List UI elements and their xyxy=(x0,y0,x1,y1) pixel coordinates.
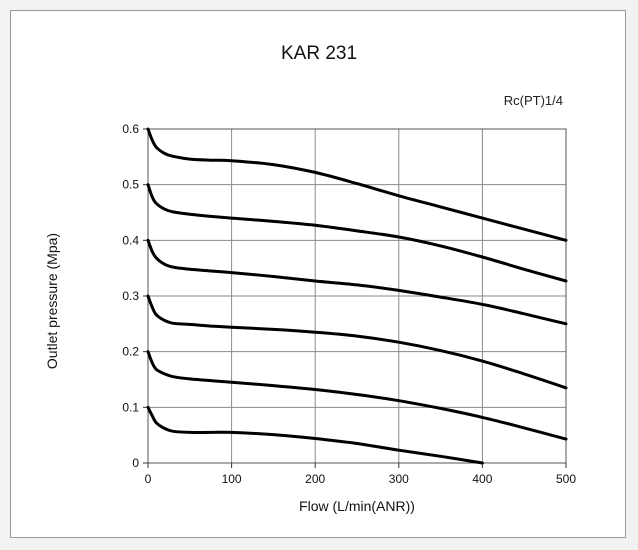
axis-ticks: 0 100 200 300 400 500 0 0.1 0.2 0.3 0.4 0.5 0.6 xyxy=(122,122,576,486)
y-tick-label: 0 xyxy=(132,456,139,470)
x-tick-label: 400 xyxy=(472,472,492,486)
y-tick-label: 0.4 xyxy=(122,233,139,247)
series-line-4 xyxy=(146,294,568,390)
grid xyxy=(148,129,566,463)
y-tick-label: 0.5 xyxy=(122,178,139,192)
y-tick-label: 0.6 xyxy=(122,122,139,136)
y-tick-label: 0.1 xyxy=(122,400,139,414)
pressure-flow-chart: KAR 231 Rc(PT)1/4 0 100 200 300 400 500 0 0.1 0.… xyxy=(44,43,576,514)
x-tick-label: 500 xyxy=(556,472,576,486)
port-size-annotation: Rc(PT)1/4 xyxy=(504,93,563,108)
chart-title: KAR 231 xyxy=(281,43,357,64)
y-tick-label: 0.3 xyxy=(122,289,139,303)
y-axis-label: Outlet pressure (Mpa) xyxy=(44,233,60,369)
y-tick-label: 0.2 xyxy=(122,345,139,359)
x-tick-label: 300 xyxy=(389,472,409,486)
x-tick-label: 200 xyxy=(305,472,325,486)
x-axis-label: Flow (L/min(ANR)) xyxy=(299,498,415,514)
series-line-5 xyxy=(146,350,568,441)
x-tick-label: 0 xyxy=(145,472,152,486)
series-lines xyxy=(146,127,568,465)
x-tick-label: 100 xyxy=(222,472,242,486)
series-line-2 xyxy=(146,183,568,283)
series-line-6 xyxy=(146,405,484,465)
chart-frame: KAR 231 Rc(PT)1/4 0 100 200 300 400 500 0 0.1 0.… xyxy=(10,10,626,538)
series-line-3 xyxy=(146,238,568,326)
series-line-1 xyxy=(146,127,568,242)
